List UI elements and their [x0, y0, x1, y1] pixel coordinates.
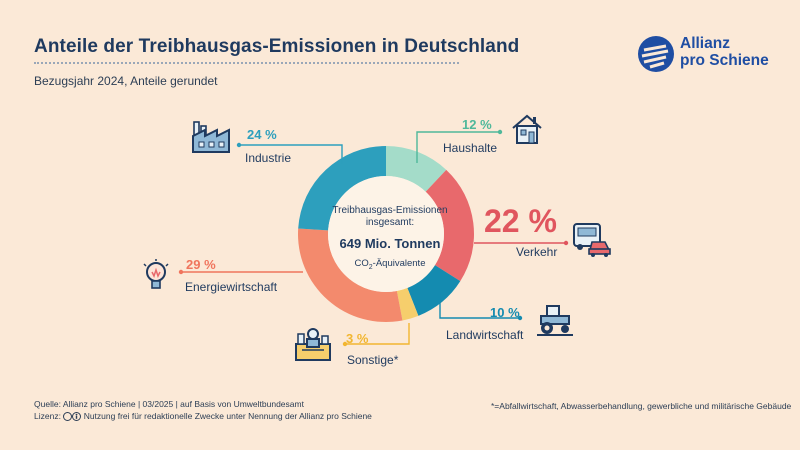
- value-label-landwirtschaft: 10 %: [490, 305, 520, 320]
- leader-dot-sonstige: [342, 341, 348, 347]
- value-label-verkehr: 22 %: [484, 203, 557, 239]
- factory-icon: [192, 121, 230, 153]
- leader-line-industrie: [239, 144, 343, 164]
- category-label-landwirtschaft: Landwirtschaft: [446, 328, 524, 342]
- source-note: Quelle: Allianz pro Schiene | 03/2025 | …: [34, 399, 304, 409]
- category-label-energiewirtschaft: Energiewirtschaft: [185, 280, 278, 294]
- footnote: *=Abfallwirtschaft, Abwasserbehandlung, …: [491, 401, 792, 411]
- center-unit: CO2-Äquivalente: [354, 258, 426, 271]
- slice-energiewirtschaft: [298, 228, 403, 322]
- category-label-haushalte: Haushalte: [443, 141, 498, 155]
- category-label-verkehr: Verkehr: [516, 245, 558, 259]
- cc-license-icon: [63, 412, 82, 422]
- value-label-sonstige: 3 %: [346, 331, 369, 346]
- house-icon: [512, 114, 542, 144]
- donut-hole: [328, 176, 444, 292]
- page-subtitle: Bezugsjahr 2024, Anteile gerundet: [34, 74, 218, 88]
- page-title: Anteile der Treibhausgas-Emissionen in D…: [34, 36, 520, 57]
- leader-dot-energiewirtschaft: [178, 269, 184, 275]
- value-label-energiewirtschaft: 29 %: [186, 257, 216, 272]
- leader-line-sonstige: [345, 323, 410, 345]
- worker-icon: [295, 328, 331, 361]
- logo-mark-icon: [638, 36, 674, 72]
- bus-car-icon: [573, 223, 611, 257]
- leader-line-landwirtschaft: [439, 293, 520, 319]
- category-label-industrie: Industrie: [245, 151, 292, 165]
- slice-sonstige: [396, 287, 419, 321]
- leader-line-haushalte: [416, 131, 500, 163]
- leader-dot-verkehr: [563, 240, 569, 246]
- leader-dot-landwirtschaft: [517, 315, 523, 321]
- slice-haushalte: [386, 146, 447, 192]
- category-label-sonstige: Sonstige*: [347, 353, 399, 367]
- allianz-logo: Allianz pro Schiene: [636, 34, 776, 74]
- slice-verkehr: [425, 169, 474, 282]
- leader-dot-haushalte: [497, 129, 503, 135]
- chart-center-text: Treibhausgas-Emissionen insgesamt: 649 M…: [330, 205, 450, 271]
- tractor-icon: [537, 305, 573, 336]
- license-note: Lizenz: Nutzung frei für redaktionelle Z…: [34, 411, 372, 422]
- center-line-1: Treibhausgas-Emissionen: [332, 205, 448, 216]
- leader-dot-industrie: [236, 142, 242, 148]
- center-total: 649 Mio. Tonnen: [339, 236, 441, 251]
- bulb-icon: [143, 259, 169, 289]
- center-line-2: insgesamt:: [365, 217, 415, 228]
- slice-landwirtschaft: [407, 265, 461, 316]
- logo-line-2: pro Schiene: [680, 52, 769, 69]
- title-divider: [34, 62, 459, 64]
- slice-industrie: [298, 146, 386, 231]
- value-label-haushalte: 12 %: [462, 117, 492, 132]
- value-label-industrie: 24 %: [247, 127, 277, 142]
- logo-line-1: Allianz: [680, 35, 730, 52]
